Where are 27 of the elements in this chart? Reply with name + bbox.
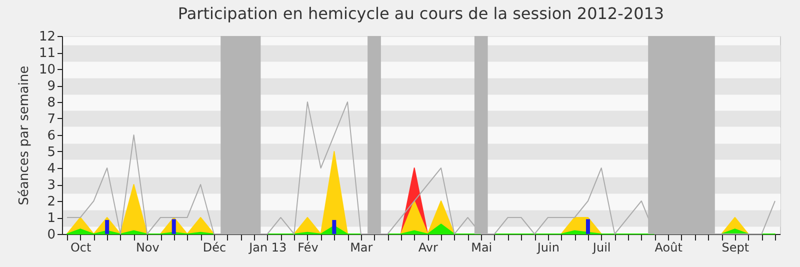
x-tick-label: Juin: [536, 240, 560, 254]
x-tick-label: Jan 13: [248, 240, 287, 254]
y-tick-label: 11: [38, 46, 56, 61]
y-tick-label: 9: [47, 79, 56, 94]
y-tick-label: 7: [47, 112, 56, 127]
chart-title: Participation en hemicycle au cours de la session 2012-2013: [178, 4, 664, 23]
x-tick-label: Mar: [350, 240, 373, 254]
x-tick-label: Juil: [592, 240, 611, 254]
y-tick-label: 1: [47, 211, 56, 226]
y-axis-title: Séances par semaine: [16, 66, 32, 206]
y-tick-label: 4: [47, 162, 56, 176]
y-tick-label: 6: [47, 128, 56, 144]
y-tick-label: 8: [47, 96, 56, 110]
y-tick-label: 12: [38, 30, 56, 44]
y-tick-label: 2: [47, 194, 56, 210]
x-tick-label: Fév: [298, 240, 318, 254]
y-tick-label: 3: [47, 178, 56, 193]
y-tick-label: 5: [47, 145, 56, 160]
y-tick-label: 10: [38, 62, 56, 78]
x-tick-label: Août: [654, 240, 683, 254]
x-tick-label: Oct: [70, 240, 92, 254]
x-tick-label: Sept: [722, 240, 750, 254]
x-tick-label: Avr: [418, 240, 438, 254]
x-tick-label: Mai: [471, 240, 492, 254]
x-tick-label: Nov: [136, 240, 160, 254]
x-tick-label: Déc: [202, 240, 226, 254]
y-tick-label: 0: [47, 228, 56, 242]
